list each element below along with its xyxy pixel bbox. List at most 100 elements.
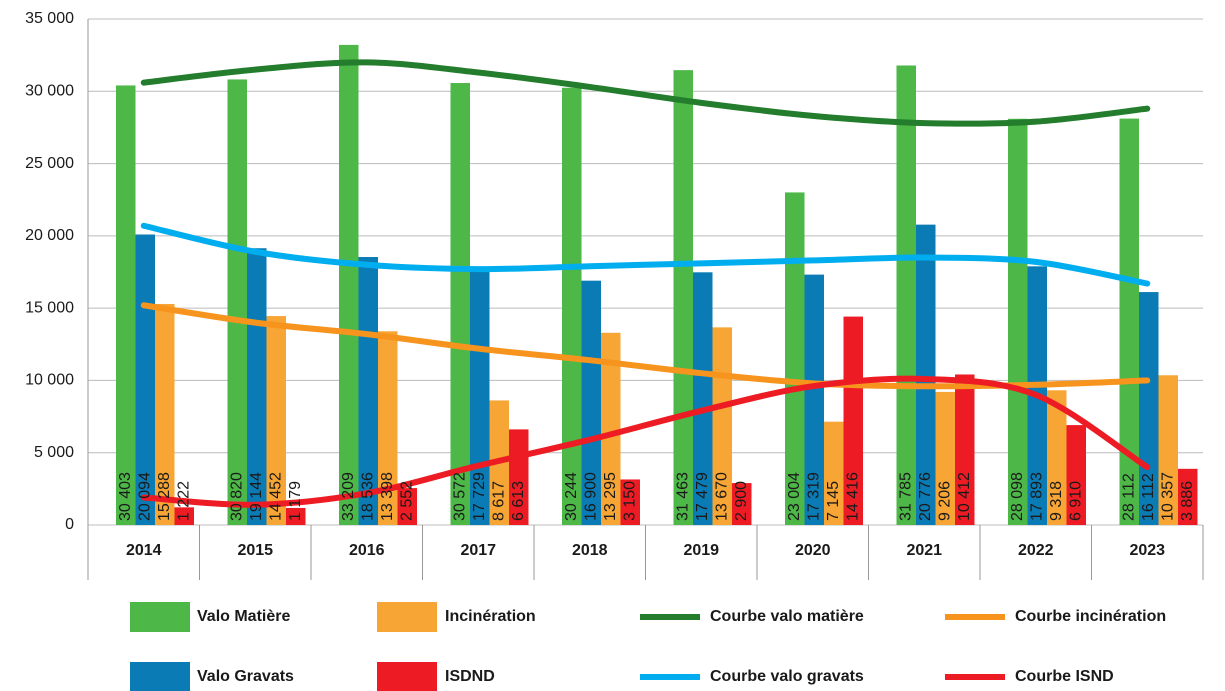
- bar: [955, 374, 975, 525]
- x-tick-label: 2017: [460, 542, 496, 559]
- legend-label: Courbe valo gravats: [710, 668, 864, 685]
- bar: [601, 332, 621, 525]
- bar: [824, 421, 844, 525]
- x-tick-label: 2021: [906, 542, 942, 559]
- trend-curve: [140, 59, 1151, 127]
- y-tick-label: 5 000: [34, 444, 74, 461]
- bar: [470, 268, 490, 525]
- x-tick-label: 2022: [1018, 542, 1054, 559]
- value-label: 17 729: [471, 472, 488, 521]
- legend-swatch: [377, 662, 437, 691]
- value-label: 20 094: [136, 472, 153, 521]
- x-tick-label: 2014: [126, 542, 162, 559]
- value-label: 30 403: [117, 472, 134, 521]
- bar: [693, 272, 713, 525]
- bar: [116, 85, 136, 526]
- value-label: 9 318: [1048, 481, 1065, 521]
- legend-label: Courbe ISND: [1015, 668, 1114, 685]
- value-label: 18 536: [359, 472, 376, 521]
- legend-label: Valo Matière: [197, 608, 290, 625]
- bar: [378, 331, 398, 525]
- value-label: 2 900: [733, 481, 750, 521]
- value-label: 14 416: [844, 472, 861, 521]
- value-label: 10 412: [956, 472, 973, 521]
- legend-label: Incinération: [445, 608, 536, 625]
- y-tick-label: 15 000: [25, 299, 74, 316]
- bar: [804, 274, 824, 525]
- bar: [1119, 118, 1139, 525]
- y-tick-label: 25 000: [25, 155, 74, 172]
- legend-swatch: [130, 662, 190, 691]
- x-tick-label: 2020: [795, 542, 831, 559]
- value-label: 14 452: [267, 472, 284, 521]
- legend-swatch: [130, 602, 190, 632]
- value-label: 1 222: [175, 481, 192, 521]
- bar: [896, 65, 916, 526]
- y-tick-label: 20 000: [25, 227, 74, 244]
- value-label: 16 112: [1140, 473, 1157, 521]
- bar: [174, 507, 194, 525]
- value-label: 17 479: [694, 472, 711, 521]
- trend-curve: [140, 222, 1151, 287]
- value-label: 23 004: [786, 472, 803, 521]
- value-label: 1 179: [287, 481, 304, 521]
- bar: [916, 224, 936, 525]
- bar: [620, 479, 640, 525]
- value-label: 19 144: [248, 472, 265, 521]
- value-label: 15 288: [156, 472, 173, 521]
- value-label: 3 150: [621, 481, 638, 521]
- value-label: 28 098: [1009, 472, 1026, 521]
- bar: [247, 248, 267, 525]
- value-label: 3 886: [1179, 481, 1196, 521]
- value-label: 6 910: [1067, 481, 1084, 521]
- legend-label: Courbe incinération: [1015, 608, 1166, 625]
- bar: [732, 483, 752, 525]
- bar: [227, 79, 247, 526]
- bar: [339, 44, 359, 526]
- value-label: 31 785: [897, 472, 914, 521]
- trend-curve: [140, 302, 1151, 390]
- bar: [785, 192, 805, 525]
- value-label: 8 617: [490, 481, 507, 521]
- value-label: 20 776: [917, 472, 934, 521]
- bar: [843, 316, 863, 525]
- value-label: 13 670: [713, 472, 730, 521]
- legend-label: ISDND: [445, 668, 495, 685]
- bar: [1008, 118, 1028, 525]
- value-label: 13 295: [602, 472, 619, 521]
- y-tick-label: 30 000: [25, 83, 74, 100]
- bar: [450, 83, 470, 525]
- bar: [1158, 375, 1178, 525]
- bar: [1047, 390, 1067, 525]
- legend-label: Courbe valo matière: [710, 608, 864, 625]
- x-tick-label: 2019: [683, 542, 719, 559]
- x-tick-label: 2015: [237, 542, 273, 559]
- y-tick-label: 35 000: [25, 10, 74, 27]
- legend-swatch: [377, 602, 437, 632]
- value-label: 9 206: [936, 481, 953, 521]
- bar: [1178, 468, 1198, 525]
- bar: [397, 488, 417, 525]
- bar: [935, 391, 955, 525]
- x-tick-label: 2023: [1129, 542, 1165, 559]
- value-label: 16 900: [582, 472, 599, 521]
- value-label: 2 552: [398, 481, 415, 521]
- bar: [358, 257, 378, 525]
- legend-label: Valo Gravats: [197, 668, 294, 685]
- value-label: 33 209: [340, 472, 357, 521]
- value-label: 13 398: [379, 472, 396, 521]
- value-label: 7 145: [825, 481, 842, 521]
- x-tick-label: 2018: [572, 542, 608, 559]
- value-label: 28 112: [1120, 473, 1137, 521]
- bar: [673, 70, 693, 525]
- x-tick-label: 2016: [349, 542, 385, 559]
- value-label: 17 319: [805, 472, 822, 521]
- value-label: 31 463: [674, 472, 691, 521]
- value-label: 6 613: [510, 481, 527, 521]
- bar: [286, 507, 306, 525]
- trend-curve: [140, 375, 1151, 508]
- value-label: 17 893: [1028, 472, 1045, 521]
- y-tick-label: 10 000: [25, 372, 74, 389]
- y-tick-label: 0: [65, 516, 74, 533]
